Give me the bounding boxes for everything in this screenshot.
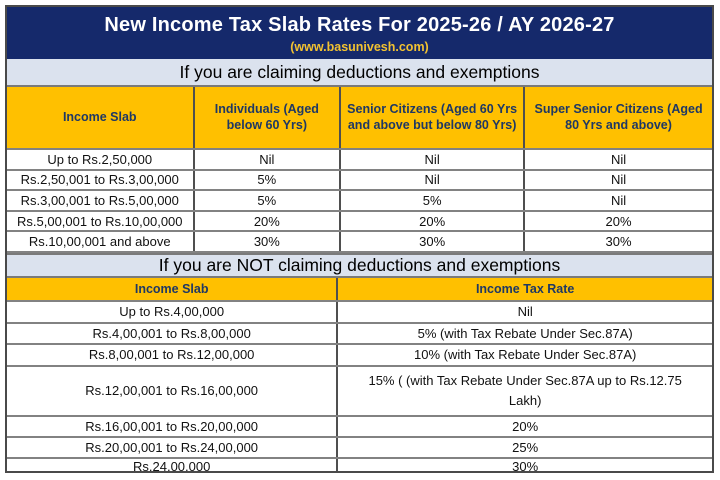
table2-cell-rate: 25%: [512, 439, 539, 455]
table2-row: Rs.4,00,001 to Rs.8,00,000 5% (with Tax …: [7, 323, 712, 345]
table2-cell-rate: Nil: [517, 304, 533, 320]
page-title: New Income Tax Slab Rates For 2025-26 / …: [104, 14, 615, 36]
table1-cell-rate: 5%: [195, 170, 342, 190]
table2-header-income-tax-rate: Income Tax Rate: [338, 277, 712, 300]
table2-cell-slab: Rs.24,00,000: [7, 458, 339, 471]
section1-heading: If you are claiming deductions and exemp…: [7, 59, 712, 87]
section2-heading: If you are NOT claiming deductions and e…: [7, 252, 712, 278]
table1-cell-rate: 30%: [195, 232, 342, 251]
table1-header-senior-citizens: Senior Citizens (Aged 60 Yrs and above b…: [341, 87, 526, 148]
table2-cell-slab: Up to Rs.4,00,000: [7, 301, 339, 322]
table1-cell-rate: 30%: [605, 234, 632, 250]
table2-cell-slab: Rs.16,00,001 to Rs.20,00,000: [7, 416, 339, 436]
table1-row: Rs.10,00,001 and above 30% 30% 30%: [7, 232, 712, 253]
table1-cell-slab: Rs.3,00,001 to Rs.5,00,000: [7, 191, 195, 210]
table2-row: Rs.16,00,001 to Rs.20,00,000 20%: [7, 416, 712, 438]
table1-cell-rate: 20%: [195, 211, 342, 231]
table1-cell-slab: Rs.5,00,001 to Rs.10,00,000: [7, 211, 195, 231]
table1-cell-rate: 20%: [341, 211, 526, 231]
table2-row: Rs.8,00,001 to Rs.12,00,000 10% (with Ta…: [7, 344, 712, 367]
table1-cell-rate: Nil: [610, 151, 627, 167]
table1-cell-rate: Nil: [341, 150, 526, 169]
table1-cell-rate: Nil: [341, 170, 526, 190]
table1-row: Rs.5,00,001 to Rs.10,00,000 20% 20% 20%: [7, 211, 712, 233]
table1-cell-slab: Rs.2,50,001 to Rs.3,00,000: [7, 170, 195, 190]
table-sheet: New Income Tax Slab Rates For 2025-26 / …: [5, 5, 714, 473]
table1-row: Rs.2,50,001 to Rs.3,00,000 5% Nil Nil: [7, 170, 712, 192]
table1-cell-rate: 30%: [341, 232, 526, 251]
table1-cell-rate: 5%: [195, 191, 342, 210]
table2-cell-slab: Rs.20,00,001 to Rs.24,00,000: [7, 437, 339, 457]
table1-header-super-senior-citizens: Super Senior Citizens (Aged 80 Yrs and a…: [525, 87, 712, 148]
table1-row: Rs.3,00,001 to Rs.5,00,000 5% 5% Nil: [7, 191, 712, 212]
table2-row: Rs.24,00,000 30%: [7, 458, 712, 473]
table1-row: Up to Rs.2,50,000 Nil Nil Nil: [7, 150, 712, 171]
table1-cell-rate: Nil: [610, 192, 627, 208]
table1-cell-rate: 5%: [341, 191, 526, 210]
table2-row: Rs.20,00,001 to Rs.24,00,000 25%: [7, 437, 712, 459]
table2-cell-rate: 20%: [512, 418, 539, 434]
table2-header-row: Income Slab Income Tax Rate: [7, 277, 712, 302]
table1-cell-slab: Rs.10,00,001 and above: [7, 232, 195, 251]
table1-cell-slab: Up to Rs.2,50,000: [7, 150, 195, 169]
table2-cell-rate: 10% (with Tax Rebate Under Sec.87A): [414, 347, 637, 363]
table2-row: Up to Rs.4,00,000 Nil: [7, 301, 712, 324]
table2-cell-rate: 15% ( (with Tax Rebate Under Sec.87A up …: [368, 373, 682, 408]
table1-cell-rate: Nil: [195, 150, 342, 169]
table1-header-row: Income Slab Individuals (Aged below 60 Y…: [7, 87, 712, 150]
source-url: (www.basunivesh.com): [290, 40, 429, 54]
table1-header-income-slab: Income Slab: [7, 87, 195, 148]
table2-header-income-slab: Income Slab: [7, 277, 339, 300]
table1-cell-rate: Nil: [610, 172, 627, 188]
table2-cell-rate: 30%: [512, 459, 539, 473]
table2-cell-rate: 5% (with Tax Rebate Under Sec.87A): [417, 325, 633, 341]
table2-row: Rs.12,00,001 to Rs.16,00,000 15% ( (with…: [7, 366, 712, 417]
title-bar: New Income Tax Slab Rates For 2025-26 / …: [7, 7, 712, 59]
table1-header-individuals: Individuals (Aged below 60 Yrs): [194, 87, 342, 148]
table2-cell-slab: Rs.12,00,001 to Rs.16,00,000: [7, 366, 339, 415]
table2-cell-slab: Rs.8,00,001 to Rs.12,00,000: [7, 344, 339, 365]
table1-cell-rate: 20%: [605, 213, 632, 229]
table2-cell-slab: Rs.4,00,001 to Rs.8,00,000: [7, 323, 339, 343]
